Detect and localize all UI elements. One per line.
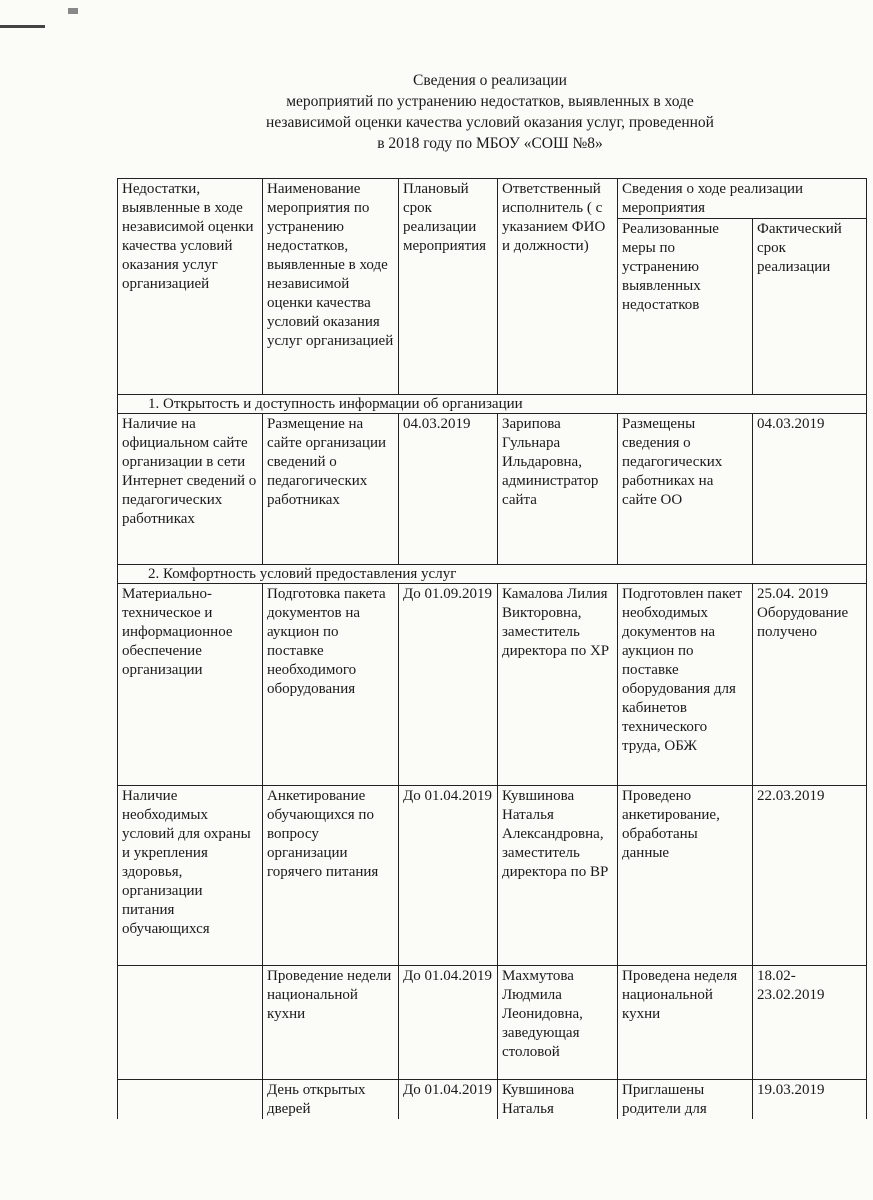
header-actual-date: Фактический срок реализации <box>751 218 868 395</box>
cell: До 01.04.2019 <box>398 965 498 1080</box>
title-line: в 2018 году по МБОУ «СОШ №8» <box>377 135 603 152</box>
cell: Зарипова Гульнара Ильдаровна, администра… <box>497 413 618 565</box>
cell: Кувшинова Наталья <box>497 1079 618 1119</box>
cell: 04.03.2019 <box>398 413 498 565</box>
cell: Камалова Лилия Викторовна, заместитель д… <box>497 583 618 786</box>
table-row: Проведение недели национальной кухни До … <box>117 965 868 1080</box>
cell: Анкетирование обучающихся по вопросу орг… <box>262 785 399 966</box>
title-line: мероприятий по устранению недостатков, в… <box>286 93 694 110</box>
cell: День открытых дверей <box>262 1079 399 1119</box>
document-title: Сведения о реализации мероприятий по уст… <box>180 70 800 154</box>
header-planned-date: Плановый срок реализации мероприятия <box>398 178 498 395</box>
cell: Подготовлен пакет необходимых документов… <box>617 583 753 786</box>
section-label: 1. Открытость и доступность информации о… <box>116 394 868 414</box>
cell: 18.02-23.02.2019 <box>751 965 868 1080</box>
table-row: Материально-техническое и информационное… <box>117 583 868 786</box>
cell: 19.03.2019 <box>751 1079 868 1119</box>
implementation-table: Недостатки, выявленные в ходе независимо… <box>116 178 868 1119</box>
table-row: Наличие на официальном сайте организации… <box>117 413 868 565</box>
header-subrow: Реализованные меры по устранению выявлен… <box>118 218 868 395</box>
cell: Кувшинова Наталья Александровна, замести… <box>497 785 618 966</box>
header-shortcomings: Недостатки, выявленные в ходе независимо… <box>117 178 263 395</box>
cell: Размещение на сайте организации сведений… <box>262 413 399 565</box>
cell: 22.03.2019 <box>751 785 868 966</box>
header-measure: Наименование мероприятия по устранению н… <box>262 178 399 395</box>
section-row: 2. Комфортность условий предоставления у… <box>116 564 868 584</box>
cell <box>117 1079 263 1119</box>
cell: Приглашены родители для <box>617 1079 753 1119</box>
cell: До 01.04.2019 <box>398 785 498 966</box>
title-line: независимой оценки качества условий оказ… <box>266 114 714 131</box>
header-implemented-measures: Реализованные меры по устранению выявлен… <box>617 218 753 395</box>
cell: 04.03.2019 <box>751 413 868 565</box>
cell: Наличие необходимых условий для охраны и… <box>117 785 263 966</box>
cell: Размещены сведения о педагогических рабо… <box>617 413 753 565</box>
cell: Наличие на официальном сайте организации… <box>117 413 263 565</box>
cell: Проведение недели национальной кухни <box>262 965 399 1080</box>
header-progress-group: Сведения о ходе реализации мероприятия <box>616 178 868 219</box>
cell: Махмутова Людмила Леонидовна, заведующая… <box>497 965 618 1080</box>
cell: Материально-техническое и информационное… <box>117 583 263 786</box>
cell: Проведена неделя национальной кухни <box>617 965 753 1080</box>
section-label: 2. Комфортность условий предоставления у… <box>116 564 868 584</box>
header-responsible: Ответственный исполнитель ( с указанием … <box>497 178 618 395</box>
cell: Подготовка пакета документов на аукцион … <box>262 583 399 786</box>
cell: До 01.09.2019 <box>398 583 498 786</box>
cell: Проведено анкетирование, обработаны данн… <box>617 785 753 966</box>
header-row: Недостатки, выявленные в ходе независимо… <box>117 178 868 395</box>
title-line: Сведения о реализации <box>413 72 567 89</box>
table-row: День открытых дверей До 01.04.2019 Кувши… <box>117 1079 868 1119</box>
cell: До 01.04.2019 <box>398 1079 498 1119</box>
table-row: Наличие необходимых условий для охраны и… <box>117 785 868 966</box>
section-row: 1. Открытость и доступность информации о… <box>116 394 868 414</box>
cell <box>117 965 263 1080</box>
scan-mark <box>68 8 78 14</box>
cell: 25.04. 2019 Оборудование получено <box>751 583 868 786</box>
scan-mark <box>0 25 45 28</box>
